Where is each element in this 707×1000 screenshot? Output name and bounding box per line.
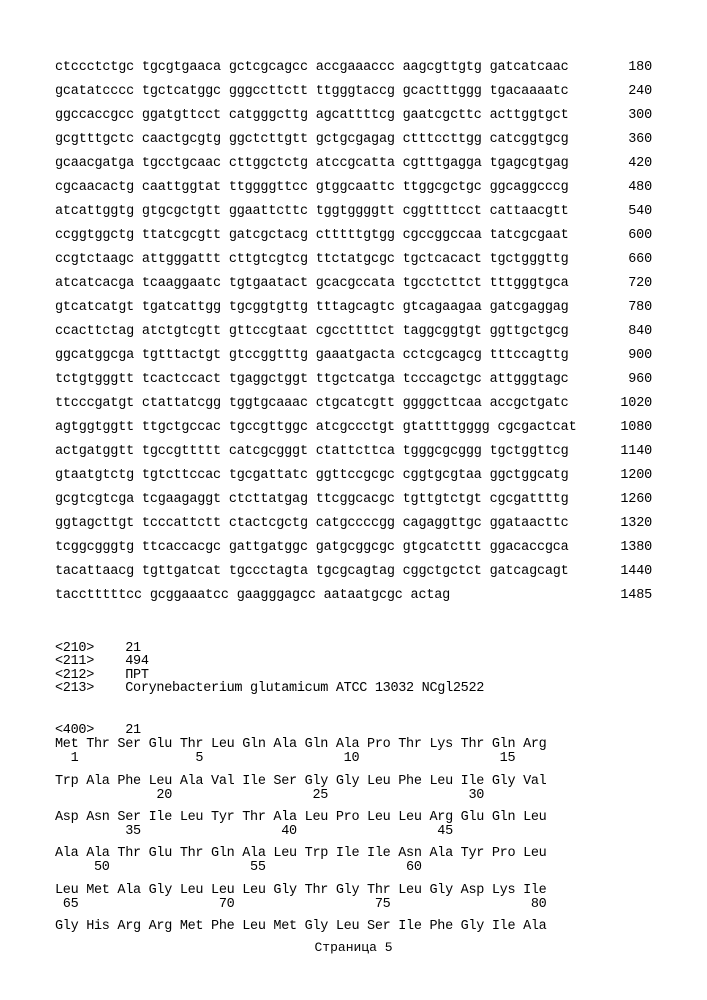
sequence-row: ttcccgatgt ctattatcgg tggtgcaaac ctgcatc…	[55, 396, 652, 411]
prot-row-5b: 65 70 75 80	[55, 898, 652, 912]
sequence-position: 1200	[602, 468, 652, 483]
sequence-text: gtcatcatgt tgatcattgg tgcggtgttg tttagca…	[55, 300, 569, 315]
sequence-position: 420	[602, 156, 652, 171]
sequence-text: tacctttttcc gcggaaatcc gaagggagcc aataat…	[55, 588, 450, 603]
page-footer: Страница 5	[55, 940, 652, 955]
sequence-position: 240	[602, 84, 652, 99]
sequence-position: 960	[602, 372, 652, 387]
sequence-row: gcatatcccc tgctcatggc gggccttctt ttgggta…	[55, 84, 652, 99]
sequence-text: ttcccgatgt ctattatcgg tggtgcaaac ctgcatc…	[55, 396, 569, 411]
sequence-row: ccgtctaagc attgggattt cttgtcgtcg ttctatg…	[55, 252, 652, 267]
sequence-text: ctccctctgc tgcgtgaaca gctcgcagcc accgaaa…	[55, 60, 569, 75]
sequence-position: 180	[602, 60, 652, 75]
sequence-row: gcaacgatga tgcctgcaac cttggctctg atccgca…	[55, 156, 652, 171]
prot-row-1b: 1 5 10 15	[55, 752, 652, 766]
sequence-position: 720	[602, 276, 652, 291]
sequence-text: tctgtgggtt tcactccact tgaggctggt ttgctca…	[55, 372, 569, 387]
sequence-row: atcattggtg gtgcgctgtt ggaattcttc tggtggg…	[55, 204, 652, 219]
prot-row-1a: Met Thr Ser Glu Thr Leu Gln Ala Gln Ala …	[55, 738, 652, 752]
sequence-row: actgatggtt tgccgttttt catcgcgggt ctattct…	[55, 444, 652, 459]
sequence-text: agtggtggtt ttgctgccac tgccgttggc atcgccc…	[55, 420, 577, 435]
sequence-text: gtaatgtctg tgtcttccac tgcgattatc ggttccg…	[55, 468, 569, 483]
sequence-text: gcgtttgctc caactgcgtg ggctcttgtt gctgcga…	[55, 132, 569, 147]
sequence-position: 780	[602, 300, 652, 315]
sequence-row: gtcatcatgt tgatcattgg tgcggtgttg tttagca…	[55, 300, 652, 315]
sequence-position: 1080	[602, 420, 652, 435]
sequence-row: tcggcgggtg ttcaccacgc gattgatggc gatgcgg…	[55, 540, 652, 555]
nucleotide-sequence-block: ctccctctgc tgcgtgaaca gctcgcagcc accgaaa…	[55, 60, 652, 603]
sequence-position: 1320	[602, 516, 652, 531]
sequence-row: gcgtcgtcga tcgaagaggt ctcttatgag ttcggca…	[55, 492, 652, 507]
sequence-row: ccacttctag atctgtcgtt gttccgtaat cgccttt…	[55, 324, 652, 339]
sequence-row: tctgtgggtt tcactccact tgaggctggt ttgctca…	[55, 372, 652, 387]
sequence-position: 1020	[602, 396, 652, 411]
sequence-text: ccggtggctg ttatcgcgtt gatcgctacg ctttttg…	[55, 228, 569, 243]
sequence-position: 1380	[602, 540, 652, 555]
sequence-text: tcggcgggtg ttcaccacgc gattgatggc gatgcgg…	[55, 540, 569, 555]
sequence-row: ggccaccgcc ggatgttcct catgggcttg agcattt…	[55, 108, 652, 123]
prot-400: <400> 21	[55, 724, 652, 738]
sequence-text: ggtagcttgt tcccattctt ctactcgctg catgccc…	[55, 516, 569, 531]
sequence-text: ggccaccgcc ggatgttcct catgggcttg agcattt…	[55, 108, 569, 123]
sequence-position: 1260	[602, 492, 652, 507]
sequence-position: 600	[602, 228, 652, 243]
sequence-text: atcatcacga tcaaggaatc tgtgaatact gcacgcc…	[55, 276, 569, 291]
sequence-row: ccggtggctg ttatcgcgtt gatcgctacg ctttttg…	[55, 228, 652, 243]
prot-row-5a: Leu Met Ala Gly Leu Leu Leu Gly Thr Gly …	[55, 884, 652, 898]
sequence-row: ctccctctgc tgcgtgaaca gctcgcagcc accgaaa…	[55, 60, 652, 75]
sequence-text: ccgtctaagc attgggattt cttgtcgtcg ttctatg…	[55, 252, 569, 267]
sequence-text: actgatggtt tgccgttttt catcgcgggt ctattct…	[55, 444, 569, 459]
sequence-text: atcattggtg gtgcgctgtt ggaattcttc tggtggg…	[55, 204, 569, 219]
prot-row-2b: 20 25 30	[55, 789, 652, 803]
sequence-text: ccacttctag atctgtcgtt gttccgtaat cgccttt…	[55, 324, 569, 339]
meta-213: <213> Corynebacterium glutamicum ATCC 13…	[55, 681, 484, 696]
sequence-position: 300	[602, 108, 652, 123]
sequence-position: 540	[602, 204, 652, 219]
sequence-row: ggcatggcga tgtttactgt gtccggtttg gaaatga…	[55, 348, 652, 363]
sequence-position: 840	[602, 324, 652, 339]
sequence-text: gcatatcccc tgctcatggc gggccttctt ttgggta…	[55, 84, 569, 99]
sequence-position: 1440	[602, 564, 652, 579]
sequence-text: ggcatggcga tgtttactgt gtccggtttg gaaatga…	[55, 348, 569, 363]
prot-row-3b: 35 40 45	[55, 825, 652, 839]
prot-row-2a: Trp Ala Phe Leu Ala Val Ile Ser Gly Gly …	[55, 775, 652, 789]
sequence-position: 1485	[602, 588, 652, 603]
sequence-row: atcatcacga tcaaggaatc tgtgaatact gcacgcc…	[55, 276, 652, 291]
sequence-text: tacattaacg tgttgatcat tgccctagta tgcgcag…	[55, 564, 569, 579]
sequence-row: agtggtggtt ttgctgccac tgccgttggc atcgccc…	[55, 420, 652, 435]
sequence-position: 360	[602, 132, 652, 147]
prot-row-6a: Gly His Arg Arg Met Phe Leu Met Gly Leu …	[55, 920, 652, 934]
sequence-row: gtaatgtctg tgtcttccac tgcgattatc ggttccg…	[55, 468, 652, 483]
prot-row-4a: Ala Ala Thr Glu Thr Gln Ala Leu Trp Ile …	[55, 847, 652, 861]
sequence-text: cgcaacactg caattggtat ttggggttcc gtggcaa…	[55, 180, 569, 195]
sequence-position: 900	[602, 348, 652, 363]
protein-sequence-block: <400> 21 Met Thr Ser Glu Thr Leu Gln Ala…	[55, 724, 652, 934]
page-container: ctccctctgc tgcgtgaaca gctcgcagcc accgaaa…	[0, 0, 707, 985]
sequence-row: ggtagcttgt tcccattctt ctactcgctg catgccc…	[55, 516, 652, 531]
sequence-text: gcgtcgtcga tcgaagaggt ctcttatgag ttcggca…	[55, 492, 569, 507]
sequence-position: 480	[602, 180, 652, 195]
sequence-row: tacctttttcc gcggaaatcc gaagggagcc aataat…	[55, 588, 652, 603]
sequence-metadata: <210> 21 <211> 494 <212> ПРТ <213> Coryn…	[55, 628, 652, 709]
sequence-position: 660	[602, 252, 652, 267]
sequence-position: 1140	[602, 444, 652, 459]
prot-row-3a: Asp Asn Ser Ile Leu Tyr Thr Ala Leu Pro …	[55, 811, 652, 825]
sequence-row: tacattaacg tgttgatcat tgccctagta tgcgcag…	[55, 564, 652, 579]
sequence-row: cgcaacactg caattggtat ttggggttcc gtggcaa…	[55, 180, 652, 195]
sequence-text: gcaacgatga tgcctgcaac cttggctctg atccgca…	[55, 156, 569, 171]
sequence-row: gcgtttgctc caactgcgtg ggctcttgtt gctgcga…	[55, 132, 652, 147]
prot-row-4b: 50 55 60	[55, 861, 652, 875]
